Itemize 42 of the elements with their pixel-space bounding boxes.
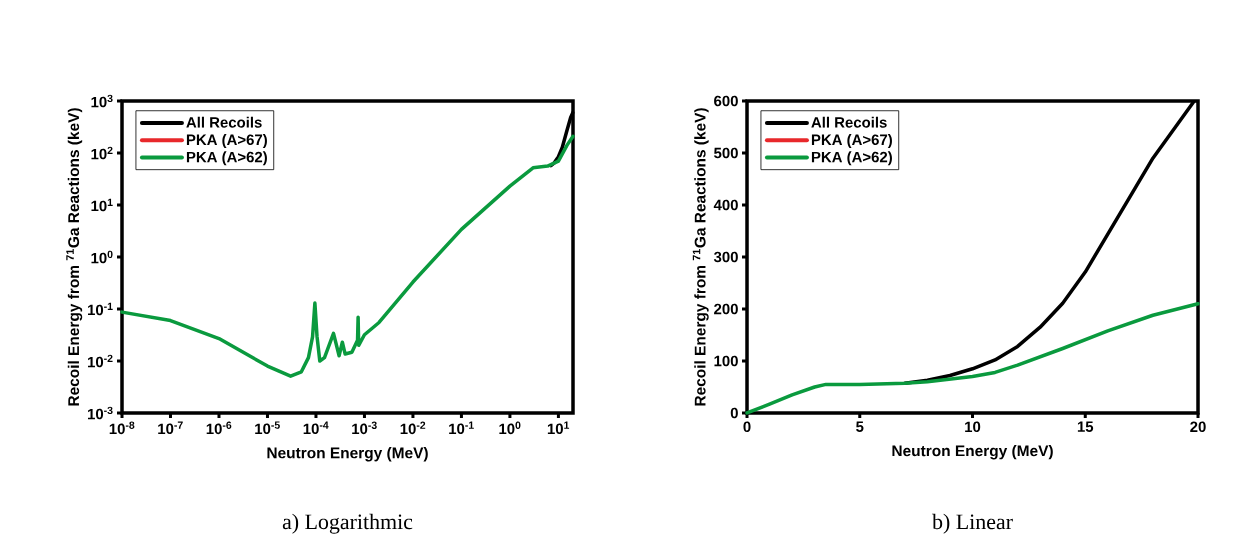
- y-tick-label: 10$^{2}$: [91, 146, 113, 160]
- x-tick-label: 10$^{-1}$: [449, 421, 474, 435]
- x-tick-label: 10$^{-4}$: [303, 421, 329, 435]
- y-axis-title: Recoil Energy from $^{71}$Ga Reactions (keV): [66, 108, 83, 406]
- x-axis-title: Neutron Energy (MeV): [892, 444, 1053, 460]
- x-tick-label: 10: [965, 421, 981, 433]
- legend-label: PKA (A>62): [186, 151, 267, 166]
- legend-label: PKA (A>67): [811, 134, 892, 148]
- y-axis-title: Recoil Energy from $^{71}$Ga Reactions (keV): [692, 108, 709, 406]
- legend-label: All Recoils: [811, 116, 887, 128]
- x-tick-label: 10$^{-2}$: [400, 421, 426, 435]
- x-tick-label: 10$^{-7}$: [158, 421, 183, 435]
- y-tick-label: 10$^{-3}$: [88, 406, 113, 420]
- y-tick-label: 600: [714, 95, 738, 107]
- y-tick-label: 10$^{1}$: [91, 198, 113, 212]
- x-tick-label: 20: [1190, 421, 1206, 433]
- y-tick-label: 500: [714, 147, 738, 159]
- y-tick-label: 10$^{3}$: [91, 94, 113, 108]
- x-tick-label: 10$^{-3}$: [352, 421, 377, 435]
- x-axis-title: Neutron Energy (MeV): [267, 447, 428, 462]
- y-tick-label: 10$^{0}$: [91, 250, 113, 264]
- x-tick-label: 10$^{-6}$: [206, 421, 232, 435]
- x-tick-label: 10$^{-8}$: [109, 421, 135, 435]
- y-tick-label: 200: [714, 303, 738, 315]
- x-tick-label: 10$^{1}$: [547, 421, 570, 435]
- x-tick-label: 10$^{0}$: [499, 421, 521, 435]
- line-series: [745, 302, 1200, 415]
- y-tick-label: 100: [714, 355, 738, 367]
- text: b) Linear: [932, 513, 1013, 534]
- x-tick-label: 10$^{-5}$: [255, 421, 280, 435]
- y-tick-label: 10$^{-2}$: [88, 354, 113, 368]
- legend-label: PKA (A>67): [186, 134, 267, 148]
- legend-label: All Recoils: [186, 116, 262, 128]
- y-tick-label: 400: [713, 199, 738, 211]
- y-tick-label: 0: [730, 407, 738, 419]
- y-tick-label: 300: [713, 251, 738, 263]
- legend-label: PKA (A>62): [811, 151, 892, 166]
- x-tick-label: 5: [856, 421, 864, 432]
- y-tick-label: 10$^{-1}$: [88, 302, 113, 316]
- x-tick-label: 15: [1077, 421, 1094, 432]
- text: a) Logarithmic: [282, 513, 413, 534]
- x-tick-label: 0: [743, 421, 751, 433]
